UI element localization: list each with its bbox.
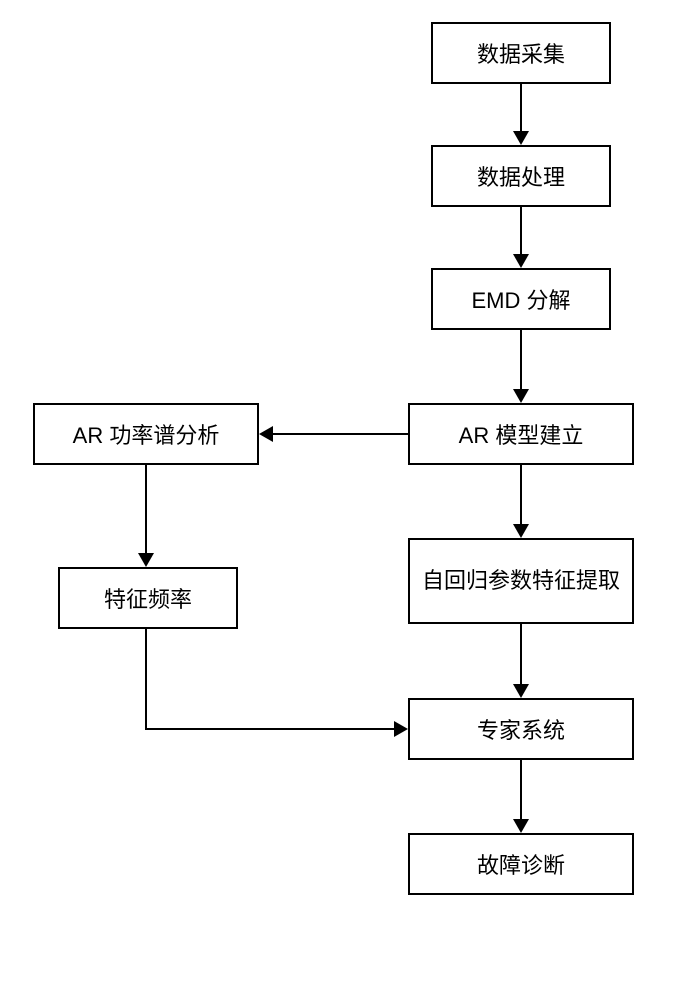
node-ar-model-build: AR 模型建立	[408, 403, 634, 465]
node-label: AR 模型建立	[459, 418, 584, 450]
arrow-down-icon	[513, 389, 529, 403]
edge-line	[145, 728, 394, 730]
node-feature-frequency: 特征频率	[58, 567, 238, 629]
node-data-processing: 数据处理	[431, 145, 611, 207]
arrow-down-icon	[513, 131, 529, 145]
edge-line	[520, 84, 522, 131]
node-autoregression-feature: 自回归参数特征提取	[408, 538, 634, 624]
node-expert-system: 专家系统	[408, 698, 634, 760]
node-label: EMD 分解	[471, 283, 570, 315]
edge-line	[520, 624, 522, 684]
node-emd-decomposition: EMD 分解	[431, 268, 611, 330]
node-label: 数据采集	[477, 37, 565, 69]
arrow-down-icon	[513, 819, 529, 833]
node-label: 专家系统	[477, 713, 565, 745]
node-fault-diagnosis: 故障诊断	[408, 833, 634, 895]
edge-line	[145, 629, 147, 729]
edge-line	[520, 465, 522, 524]
node-label: 自回归参数特征提取	[422, 566, 620, 597]
edge-line	[145, 465, 147, 553]
arrow-down-icon	[513, 254, 529, 268]
node-label: 数据处理	[477, 160, 565, 192]
node-label: 特征频率	[104, 582, 192, 614]
arrow-down-icon	[513, 524, 529, 538]
arrow-left-icon	[259, 426, 273, 442]
edge-line	[520, 207, 522, 254]
node-label: 故障诊断	[477, 848, 565, 880]
node-label: AR 功率谱分析	[73, 418, 220, 450]
edge-line	[520, 330, 522, 389]
edge-line	[273, 433, 408, 435]
arrow-down-icon	[513, 684, 529, 698]
edge-line	[520, 760, 522, 819]
node-ar-power-spectrum: AR 功率谱分析	[33, 403, 259, 465]
arrow-right-icon	[394, 721, 408, 737]
arrow-down-icon	[138, 553, 154, 567]
node-data-collection: 数据采集	[431, 22, 611, 84]
